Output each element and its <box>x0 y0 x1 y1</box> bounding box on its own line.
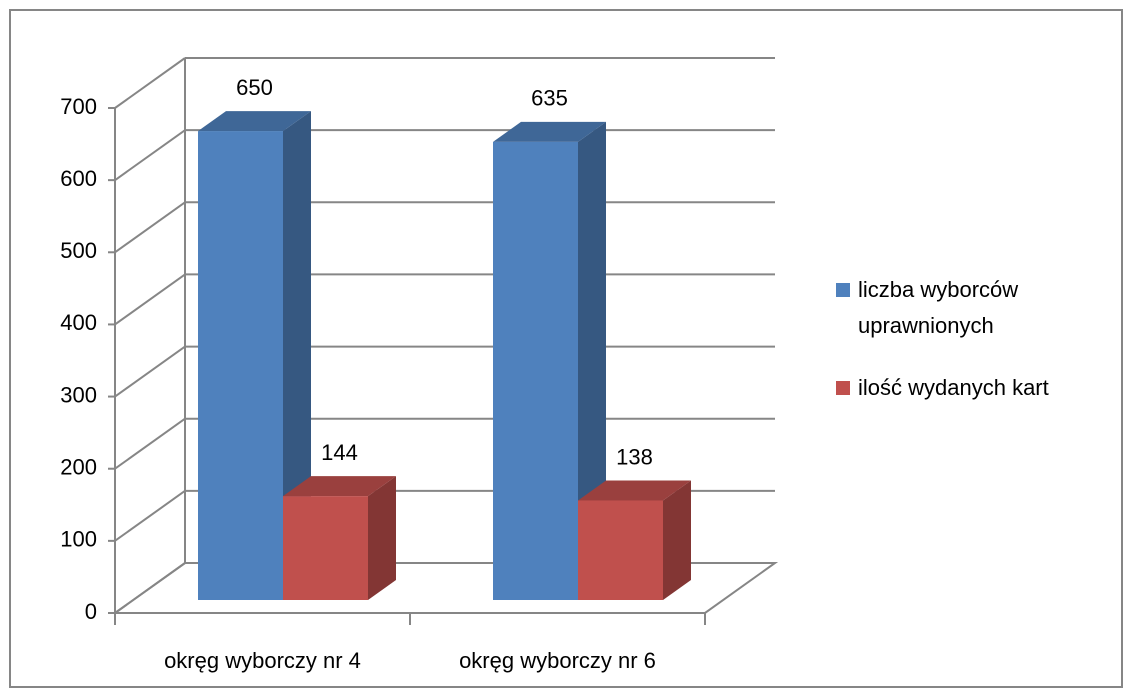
bar-side <box>663 480 691 600</box>
bar-side <box>578 121 606 601</box>
y-tick-label: 600 <box>60 166 97 191</box>
data-label: 138 <box>616 444 653 469</box>
y-tick-label: 500 <box>60 238 97 263</box>
bar-side <box>368 476 396 600</box>
y-tick-label: 400 <box>60 310 97 335</box>
y-tick-label: 0 <box>85 599 97 624</box>
grid-line <box>114 562 186 614</box>
grid-line <box>114 417 186 470</box>
grid-line <box>114 490 186 542</box>
bar-top <box>493 121 606 142</box>
bar <box>578 500 663 600</box>
legend-label: ilość wydanych kart <box>858 375 1049 400</box>
data-label: 144 <box>321 440 358 465</box>
y-tick-label: 300 <box>60 382 97 407</box>
grid-line <box>114 273 186 326</box>
legend-swatch <box>836 283 850 297</box>
grid-line <box>114 57 186 109</box>
y-tick-label: 200 <box>60 455 97 480</box>
bar-top <box>198 111 311 132</box>
bar <box>283 496 368 600</box>
bar <box>493 141 578 600</box>
data-label: 635 <box>531 86 568 111</box>
grid-line <box>114 129 186 181</box>
x-tick-label: okręg wyborczy nr 6 <box>459 648 656 673</box>
grid-line <box>114 345 186 398</box>
bar-side <box>283 111 311 601</box>
legend-swatch <box>836 381 850 395</box>
legend-label: liczba wyborców uprawnionych <box>858 277 1019 338</box>
y-tick-label: 700 <box>60 94 97 119</box>
bar-top <box>283 476 396 497</box>
x-tick-label: okręg wyborczy nr 4 <box>164 648 361 673</box>
bar-top <box>578 480 691 501</box>
data-label: 650 <box>236 75 273 100</box>
y-tick-label: 100 <box>60 527 97 552</box>
bar <box>198 131 283 601</box>
grid-line <box>114 201 186 254</box>
